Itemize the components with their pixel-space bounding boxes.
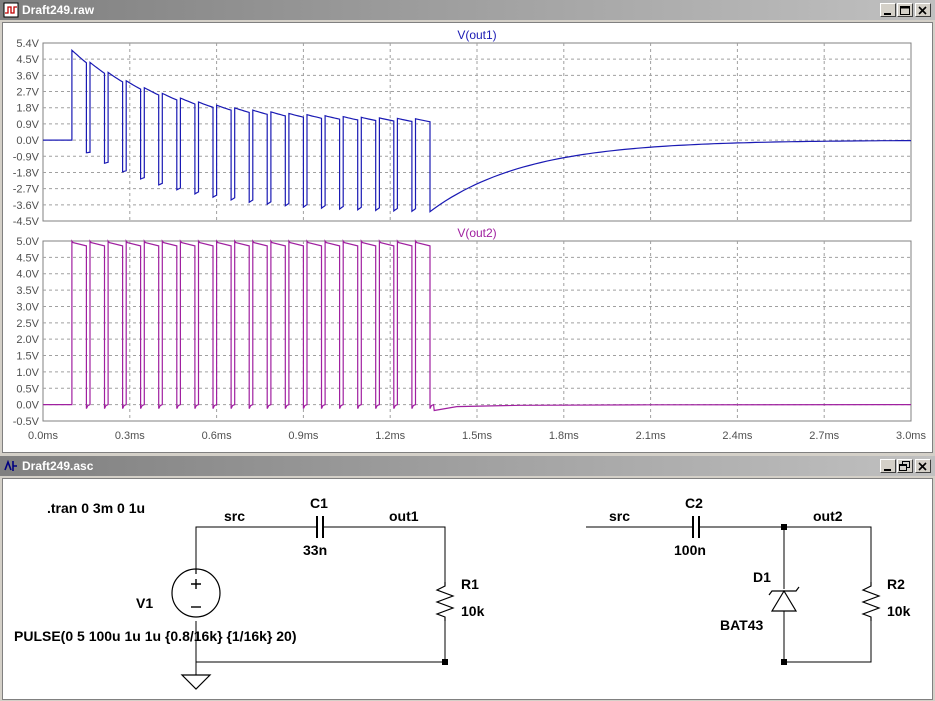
x-tick-label: 3.0ms — [896, 430, 926, 442]
minimize-icon — [884, 13, 891, 15]
net-label-out1[interactable]: out1 — [389, 508, 419, 524]
wires-right[interactable] — [586, 526, 872, 663]
plot-pane-out1[interactable]: V(out1) 5.4V 4.5V 3.6V 2.7V 1.8V 0.9V 0.0V -0.9… — [13, 28, 912, 228]
minimize-button[interactable] — [880, 3, 896, 17]
r2-value[interactable]: 10k — [887, 603, 911, 619]
junction-dot — [442, 659, 448, 665]
y-tick-label: 4.5V — [16, 54, 39, 66]
y-tick-label: -2.7V — [13, 184, 40, 196]
trace-name-out1[interactable]: V(out1) — [457, 28, 496, 42]
schematic-icon — [4, 459, 17, 471]
resistor-r1[interactable] — [435, 582, 455, 621]
c1-name[interactable]: C1 — [310, 495, 328, 511]
net-label-out2[interactable]: out2 — [813, 508, 843, 524]
y-tick-label: 2.0V — [16, 334, 39, 346]
x-tick-label: 0.9ms — [288, 430, 318, 442]
schematic-window-titlebar[interactable]: Draft249.asc — [0, 456, 935, 476]
schematic-window: Draft249.asc .tran 0 3m 0 1u — [0, 456, 935, 701]
maximize-button[interactable] — [897, 3, 913, 17]
restore-button[interactable] — [897, 459, 913, 473]
plot-window-titlebar[interactable]: Draft249.raw — [0, 0, 935, 20]
schematic-window-title: Draft249.asc — [22, 459, 94, 473]
y-tick-label: 0.5V — [16, 383, 39, 395]
minimize-button[interactable] — [880, 459, 896, 473]
y-tick-label: 1.0V — [16, 367, 39, 379]
y-tick-label: 2.5V — [16, 318, 39, 330]
d1-value[interactable]: BAT43 — [720, 617, 764, 633]
y-tick-label: 4.0V — [16, 269, 39, 281]
x-tick-label: 0.3ms — [115, 430, 145, 442]
trace-out1 — [43, 48, 911, 213]
x-tick-label: 1.2ms — [375, 430, 405, 442]
ground-symbol[interactable] — [180, 674, 212, 690]
y-tick-label: 3.6V — [16, 70, 39, 82]
trace-name-out2[interactable]: V(out2) — [457, 226, 496, 240]
plot-window-title: Draft249.raw — [22, 3, 95, 17]
capacitor-c2[interactable] — [692, 516, 700, 538]
c1-value[interactable]: 33n — [303, 542, 327, 558]
trace-out2 — [43, 239, 912, 412]
y-tick-label: 0.9V — [16, 119, 39, 131]
x-tick-label: 0.0ms — [28, 430, 58, 442]
x-tick-label: 1.8ms — [549, 430, 579, 442]
y-tick-label: 1.5V — [16, 351, 39, 363]
r1-value[interactable]: 10k — [461, 603, 485, 619]
plot-canvas[interactable]: V(out1) 5.4V 4.5V 3.6V 2.7V 1.8V 0.9V 0.0V -0.9… — [3, 23, 932, 452]
schematic-canvas[interactable]: .tran 0 3m 0 1u — [2, 478, 933, 700]
v1-value[interactable]: PULSE(0 5 100u 1u 1u {0.8/16k} {1/16k} 2… — [14, 628, 297, 644]
plot-window: Draft249.raw V(out1) 5.4V 4.5V 3.6V 2.7V 1.8… — [0, 0, 935, 455]
close-icon — [918, 462, 927, 471]
y-tick-label: 2.7V — [16, 87, 39, 99]
maximize-icon — [900, 6, 910, 15]
restore-icon — [899, 461, 910, 471]
y-tick-label: 4.5V — [16, 252, 39, 264]
resistor-r2[interactable] — [861, 582, 881, 621]
tran-directive[interactable]: .tran 0 3m 0 1u — [47, 500, 145, 516]
y-tick-label: -0.9V — [13, 151, 40, 163]
voltage-source-v1[interactable] — [171, 568, 221, 618]
wires-left[interactable] — [195, 526, 446, 675]
junction-dot — [781, 524, 787, 530]
plot-pane-out2[interactable]: V(out2) 5.0V 4.5V 4.0V 3.5V 3.0V 2.5V 2.0V 1.5V… — [13, 226, 912, 428]
y-tick-label: 1.8V — [16, 103, 39, 115]
minimize-icon — [884, 469, 891, 471]
c2-value[interactable]: 100n — [674, 542, 706, 558]
close-icon — [918, 6, 927, 15]
r2-name[interactable]: R2 — [887, 576, 905, 592]
y-tick-label: -3.6V — [13, 200, 40, 212]
y-tick-label: 0.0V — [16, 400, 39, 412]
y-tick-label: 0.0V — [16, 135, 39, 147]
c2-name[interactable]: C2 — [685, 495, 703, 511]
junction-dot — [781, 659, 787, 665]
y-tick-label: -0.5V — [13, 416, 40, 428]
diode-d1[interactable] — [768, 586, 800, 612]
r1-name[interactable]: R1 — [461, 576, 479, 592]
net-label-src[interactable]: src — [224, 508, 245, 524]
v1-name[interactable]: V1 — [136, 595, 153, 611]
close-button[interactable] — [915, 3, 931, 17]
waveform-icon — [3, 2, 19, 18]
x-tick-label: 2.4ms — [722, 430, 752, 442]
x-tick-label: 0.6ms — [202, 430, 232, 442]
net-label-src-2[interactable]: src — [609, 508, 630, 524]
capacitor-c1[interactable] — [316, 516, 324, 538]
y-tick-label: 3.0V — [16, 301, 39, 313]
y-tick-label: 3.5V — [16, 285, 39, 297]
x-tick-label: 1.5ms — [462, 430, 492, 442]
d1-name[interactable]: D1 — [753, 569, 771, 585]
y-tick-label: -4.5V — [13, 216, 40, 228]
y-tick-label: -1.8V — [13, 167, 40, 179]
x-tick-label: 2.7ms — [809, 430, 839, 442]
schematic-drawing[interactable]: .tran 0 3m 0 1u — [3, 479, 932, 699]
plot-client-area[interactable]: V(out1) 5.4V 4.5V 3.6V 2.7V 1.8V 0.9V 0.0V -0.9… — [2, 22, 933, 453]
y-tick-label: 5.0V — [16, 236, 39, 248]
x-tick-label: 2.1ms — [636, 430, 666, 442]
y-tick-label: 5.4V — [16, 38, 39, 50]
close-button[interactable] — [915, 459, 931, 473]
x-axis: 0.0ms 0.3ms 0.6ms 0.9ms 1.2ms 1.5ms 1.8ms 2.1ms… — [28, 430, 926, 442]
